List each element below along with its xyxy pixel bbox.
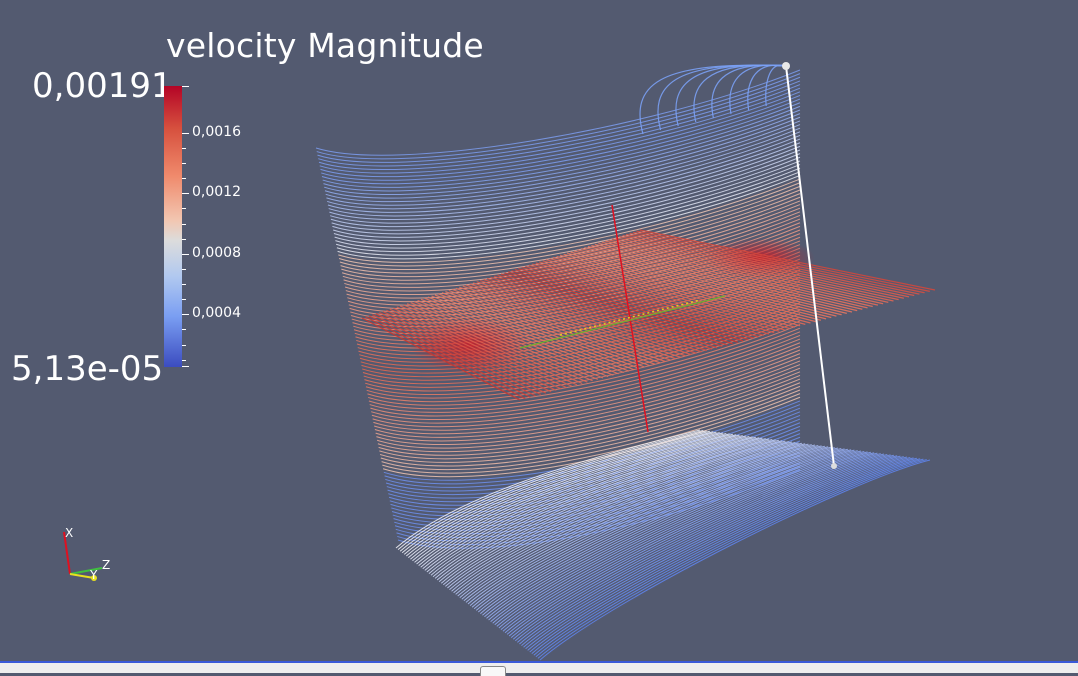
bottom-stream-sheet: [395, 429, 931, 661]
top-curl-streamlines: [639, 64, 787, 135]
colorbar-tick-label: 0,0016: [192, 123, 241, 140]
colorbar-ticks: [182, 86, 192, 367]
render-viewport[interactable]: velocity Magnitude 0,00191 5,13e-05 0,00…: [0, 0, 1078, 661]
colorbar-tick-label: 0,0004: [192, 305, 241, 322]
status-bar-handle[interactable]: [480, 666, 506, 676]
orientation-axes-icon: [63, 531, 103, 581]
center-axes-widget: [519, 204, 726, 433]
colorbar-title: velocity Magnitude: [166, 26, 484, 65]
streamline-scene: [315, 62, 936, 661]
orientation-axes: X Y Z: [50, 520, 130, 590]
vertical-stream-sheet: [315, 69, 801, 549]
probe-line: [782, 62, 837, 469]
horizontal-stream-sheet: [361, 229, 936, 401]
colorbar-tick-label: 0,0012: [192, 184, 241, 201]
colorbar-tick-label: 0,0008: [192, 244, 241, 261]
colorbar-min-label: 5,13e-05: [11, 349, 164, 389]
colorbar-max-label: 0,00191: [32, 66, 173, 106]
axis-z-label: Z: [102, 558, 111, 572]
axis-y-label: Y: [90, 568, 98, 582]
status-bar: [0, 661, 1078, 676]
colorbar-gradient: [164, 86, 182, 367]
axis-x-label: X: [65, 526, 74, 540]
